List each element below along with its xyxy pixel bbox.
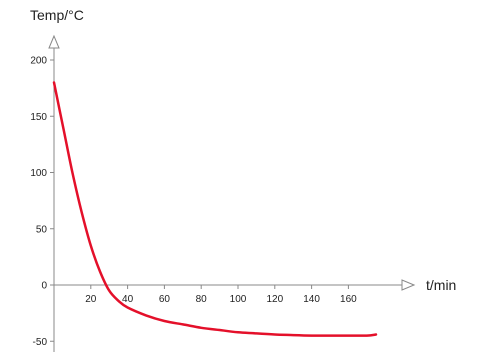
x-tick-label: 140 — [303, 294, 320, 305]
y-tick-label: -50 — [33, 337, 48, 348]
y-tick-label: 150 — [30, 112, 47, 123]
axes — [48, 34, 416, 352]
x-tick-label: 160 — [340, 294, 357, 305]
x-tick-label: 40 — [122, 294, 134, 305]
x-tick-label: 60 — [159, 294, 171, 305]
x-tick-label: 120 — [266, 294, 283, 305]
ticks: 20 40 60 80 100 120 140 160 -50 0 50 100 150 200 — [30, 56, 357, 348]
series-group — [52, 81, 378, 337]
y-tick-label: 50 — [36, 224, 48, 235]
x-tick-label: 100 — [230, 294, 247, 305]
x-axis-title: t/min — [426, 277, 456, 293]
y-axis-arrow — [48, 34, 60, 49]
y-tick-label: 200 — [30, 56, 47, 67]
x-tick-label: 20 — [85, 294, 97, 305]
y-tick-label: 0 — [41, 281, 47, 292]
x-axis-arrow — [401, 279, 416, 291]
x-tick-label: 80 — [196, 294, 208, 305]
y-axis-title: Temp/°C — [30, 7, 84, 23]
y-tick-label: 100 — [30, 168, 47, 179]
temperature-series-line — [52, 81, 378, 337]
